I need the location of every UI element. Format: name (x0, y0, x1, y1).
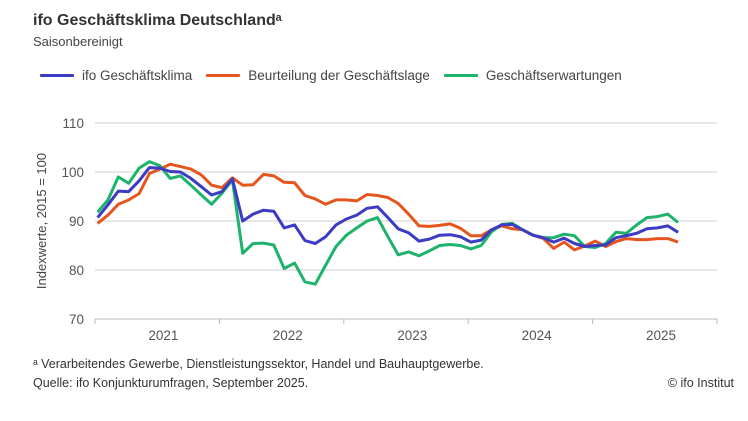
x-tick-label: 2023 (397, 328, 427, 343)
legend-item-lage: Beurteilung der Geschäftslage (206, 68, 430, 83)
copyright: © ifo Institut (667, 376, 734, 390)
legend-item-klima: ifo Geschäftsklima (40, 68, 192, 83)
series-line-klima (96, 166, 679, 248)
y-axis-label: Indexwerte, 2015 = 100 (34, 153, 49, 289)
legend-item-erwartungen: Geschäftserwartungen (443, 68, 622, 83)
x-tick-label: 2025 (646, 328, 676, 343)
chart-subtitle: Saisonbereinigt (33, 34, 123, 49)
y-tick-label: 70 (69, 312, 84, 327)
y-tick-label: 100 (61, 165, 84, 180)
legend: ifo Geschäftsklima Beurteilung der Gesch… (40, 68, 636, 83)
legend-swatch (443, 74, 478, 77)
series-line-erwartungen (96, 160, 680, 286)
legend-swatch (40, 74, 74, 77)
x-tick-label: 2022 (273, 328, 303, 343)
x-tick-label: 2024 (522, 328, 553, 343)
legend-swatch (206, 74, 241, 77)
x-tick-label: 2021 (148, 328, 178, 343)
legend-label: Geschäftserwartungen (485, 68, 622, 83)
chart-title: ifo Geschäftsklima Deutschlandᵃ (33, 12, 282, 29)
source-note: Quelle: ifo Konjunkturumfragen, Septembe… (33, 376, 309, 390)
legend-label: ifo Geschäftsklima (82, 68, 193, 83)
y-tick-label: 80 (69, 263, 84, 278)
legend-label: Beurteilung der Geschäftslage (248, 68, 430, 83)
y-tick-label: 110 (62, 116, 84, 131)
series-line-lage (96, 162, 679, 252)
y-tick-label: 90 (69, 214, 84, 229)
footnote: ᵃ Verarbeitendes Gewerbe, Dienstleistung… (33, 357, 484, 371)
